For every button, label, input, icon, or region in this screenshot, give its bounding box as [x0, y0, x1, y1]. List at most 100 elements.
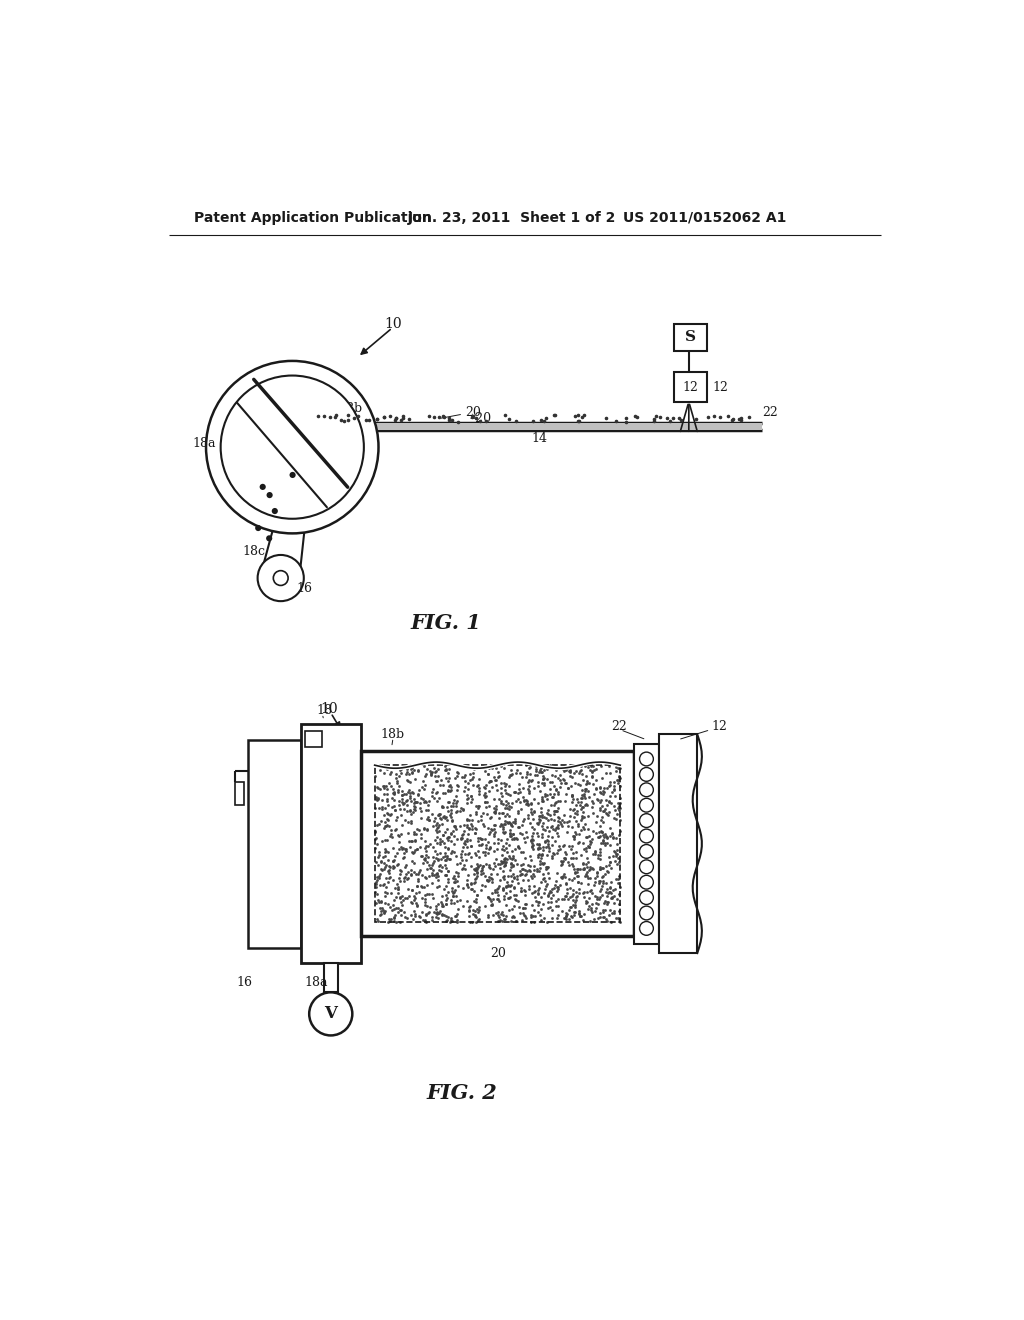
Point: [437, 858, 454, 879]
Point: [397, 838, 414, 859]
Point: [573, 779, 590, 800]
Text: 18c: 18c: [243, 545, 265, 557]
Point: [537, 760, 553, 781]
Point: [404, 830, 421, 851]
Point: [369, 789, 385, 810]
Point: [481, 771, 498, 792]
Point: [494, 911, 510, 932]
Point: [549, 880, 565, 902]
Point: [501, 812, 517, 833]
Point: [373, 903, 389, 924]
Point: [387, 818, 403, 840]
Point: [383, 818, 399, 840]
Point: [520, 808, 537, 829]
Point: [498, 851, 514, 873]
Point: [413, 824, 429, 845]
Point: [469, 884, 485, 906]
Point: [607, 842, 624, 863]
Point: [521, 859, 538, 880]
Point: [538, 875, 554, 896]
Point: [445, 816, 462, 837]
Point: [504, 871, 520, 892]
Point: [431, 834, 447, 855]
Point: [547, 820, 563, 841]
Point: [510, 836, 526, 857]
Text: 22: 22: [611, 721, 627, 733]
Point: [421, 854, 437, 875]
Point: [517, 832, 534, 853]
Point: [457, 830, 473, 851]
Point: [520, 879, 537, 900]
Point: [572, 845, 589, 866]
Point: [566, 821, 583, 842]
Point: [397, 907, 414, 928]
Point: [565, 858, 582, 879]
Point: [530, 861, 547, 882]
Point: [412, 859, 428, 880]
Point: [595, 906, 611, 927]
Point: [490, 875, 507, 896]
Point: [584, 796, 600, 817]
Point: [529, 883, 546, 904]
Point: [583, 899, 599, 920]
Point: [587, 900, 603, 921]
Point: [470, 775, 486, 796]
Point: [532, 762, 549, 783]
Point: [399, 887, 416, 908]
Point: [575, 887, 592, 908]
Point: [611, 820, 628, 841]
Point: [554, 888, 570, 909]
Bar: [249, 739, 301, 948]
Point: [474, 833, 490, 854]
Point: [602, 825, 618, 846]
Point: [498, 875, 514, 896]
Point: [368, 826, 384, 847]
Point: [525, 777, 542, 799]
Point: [567, 882, 584, 903]
Point: [592, 816, 608, 837]
Point: [419, 851, 435, 873]
Point: [426, 810, 442, 832]
Point: [543, 882, 559, 903]
Point: [502, 886, 518, 907]
Point: [496, 849, 512, 870]
Point: [433, 770, 450, 791]
Point: [486, 855, 503, 876]
Point: [453, 843, 469, 865]
Point: [506, 884, 522, 906]
Point: [445, 841, 462, 862]
Point: [594, 884, 610, 906]
Point: [399, 800, 416, 821]
Point: [496, 813, 512, 834]
Point: [371, 797, 387, 818]
Point: [373, 900, 389, 921]
Point: [610, 894, 627, 915]
Point: [459, 836, 475, 857]
Point: [573, 787, 590, 808]
Point: [428, 847, 444, 869]
Point: [378, 816, 394, 837]
Point: [604, 887, 621, 908]
Point: [485, 825, 502, 846]
Point: [509, 760, 525, 781]
Point: [550, 814, 566, 836]
Point: [421, 809, 437, 830]
Point: [414, 902, 430, 923]
Point: [522, 855, 539, 876]
Point: [441, 409, 458, 430]
Point: [407, 890, 423, 911]
Point: [374, 859, 390, 880]
Point: [580, 866, 596, 887]
Point: [385, 857, 401, 878]
Point: [467, 869, 483, 890]
Point: [501, 845, 517, 866]
Point: [571, 763, 588, 784]
Point: [554, 851, 570, 873]
Point: [487, 758, 504, 779]
Point: [602, 834, 618, 855]
Point: [480, 758, 497, 779]
Point: [438, 846, 455, 867]
Bar: [234, 781, 244, 805]
Point: [577, 755, 593, 776]
Point: [440, 800, 457, 821]
